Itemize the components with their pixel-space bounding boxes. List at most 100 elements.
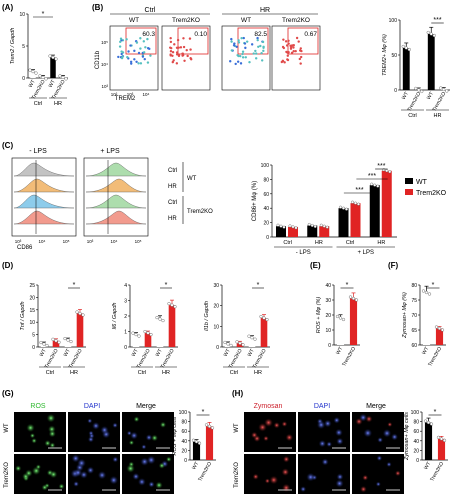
data-point: [421, 289, 426, 293]
flow-event: [185, 48, 188, 52]
cell: [273, 422, 280, 429]
y-tick-label: 20: [213, 304, 219, 310]
g-row-wt: WT: [4, 423, 10, 433]
data-point: [170, 303, 174, 307]
flow-event: [179, 46, 183, 49]
flow-plot: Trem2KO 0.67: [271, 17, 321, 91]
flow-plot: Trem2KO 0.10: [161, 17, 211, 91]
x-tick-label: WT: [423, 461, 432, 471]
x-tick-label: WT: [191, 461, 200, 471]
y-tick-label: 25: [29, 283, 35, 289]
data-point: [262, 316, 266, 320]
data-point: [282, 225, 286, 229]
histogram-curve: [85, 178, 147, 193]
flow-event: [118, 45, 122, 48]
data-point: [429, 422, 434, 426]
b-xlabel: TREM2: [115, 96, 136, 102]
flow-event: [133, 58, 136, 61]
flow-event: [175, 51, 179, 54]
y-tick-label: 10: [19, 12, 25, 18]
bar: [132, 334, 140, 347]
y-tick-label: 20: [181, 448, 187, 454]
cell: [336, 473, 344, 481]
c-group-ko: Trem2KO: [187, 209, 213, 215]
c-group-wt: WT: [187, 176, 197, 182]
flow-event: [230, 40, 233, 43]
cell: [79, 470, 88, 479]
group-label: Ctrl: [230, 370, 239, 376]
group-label: HR: [162, 370, 170, 376]
data-point: [250, 336, 254, 340]
data-point: [373, 183, 377, 187]
micrograph-bg: [14, 412, 66, 452]
flow-event: [230, 37, 233, 41]
flow-event: [172, 59, 175, 62]
cell: [130, 431, 139, 440]
micrograph-tile: [298, 412, 350, 452]
flow-event: [233, 42, 236, 45]
c-row-hr-1: HR: [168, 184, 177, 190]
bar: [144, 333, 152, 347]
group-label: Ctrl: [34, 101, 43, 107]
x-tick-label: WT: [63, 348, 72, 358]
bar: [319, 226, 330, 237]
histogram-curve: [13, 162, 75, 177]
data-point: [417, 88, 421, 92]
flow-gate: [125, 27, 157, 55]
histogram-curve: [13, 178, 75, 193]
y-tick-label: 15: [29, 308, 35, 314]
data-point: [204, 423, 209, 427]
flow-event: [286, 58, 290, 62]
data-point: [81, 313, 85, 317]
y-tick-label: 60: [181, 429, 187, 435]
data-point: [440, 328, 445, 332]
flow-event: [142, 40, 146, 43]
data-point: [194, 440, 199, 444]
y-tick-label: 20: [413, 448, 419, 454]
group-label: HR: [70, 370, 78, 376]
sig-label: *: [165, 282, 168, 289]
cell: [88, 430, 94, 436]
flow-event: [262, 49, 265, 53]
data-point: [34, 71, 38, 75]
cell: [282, 483, 291, 493]
flow-event: [182, 45, 186, 49]
x-tick-label: WT: [247, 348, 256, 358]
flow-event: [256, 36, 259, 40]
flow-event: [119, 40, 122, 44]
data-point: [210, 426, 215, 430]
flow-event: [169, 46, 172, 49]
y-axis-label: Il1b / Gapdh: [204, 301, 210, 331]
y-tick-label: 80: [411, 283, 417, 289]
histogram-curve: [85, 210, 147, 225]
c-legend: WT Trem2KO: [405, 178, 447, 197]
y-axis-label: Zymosan+ Mφ cells: [404, 412, 410, 461]
sig-label: ***: [377, 163, 385, 170]
bar: [437, 438, 446, 460]
flow-y-tick: 10³: [101, 84, 108, 89]
data-point: [42, 342, 46, 346]
data-point: [442, 87, 446, 92]
cell: [264, 478, 271, 484]
flow-event: [260, 51, 263, 55]
h-channel-zymosan: Zymosan: [254, 403, 283, 410]
data-point: [404, 46, 408, 50]
y-tick-label: 0: [216, 345, 219, 351]
flow-event: [181, 52, 184, 55]
flow-event: [126, 55, 129, 59]
cell: [165, 456, 172, 463]
bar: [236, 343, 244, 347]
data-point: [439, 437, 444, 441]
group-label: - LPS: [296, 250, 311, 256]
y-tick-label: 40: [263, 206, 269, 212]
y-tick-label: 20: [263, 221, 269, 227]
h-channel-merge: Merge: [366, 403, 386, 410]
flow-event: [177, 54, 181, 58]
cell: [258, 422, 267, 432]
data-point: [253, 337, 257, 341]
cell: [112, 456, 119, 463]
